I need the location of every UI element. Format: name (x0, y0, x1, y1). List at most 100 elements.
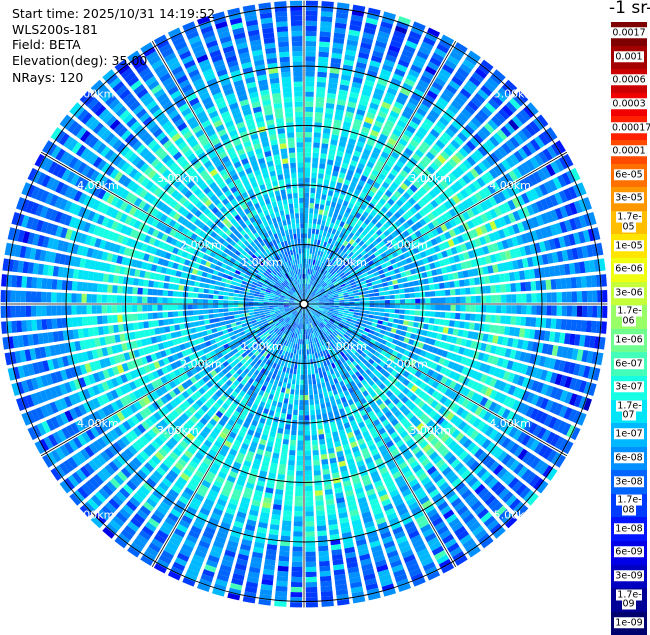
range-gate-cell (591, 275, 597, 287)
range-gate-cell (435, 298, 440, 304)
range-gate-cell (300, 344, 302, 349)
range-gate-cell (318, 214, 322, 220)
range-gate-cell (536, 281, 542, 291)
range-gate-cell (315, 234, 319, 240)
range-gate-cell (316, 373, 320, 379)
range-gate-cell (296, 385, 300, 390)
range-gate-cell (319, 230, 323, 236)
range-gate-cell (319, 209, 324, 215)
range-gate-cell (326, 438, 332, 444)
range-gate-cell (285, 373, 289, 379)
range-gate-cell (276, 433, 282, 439)
range-gate-cell (306, 274, 308, 279)
range-gate-cell (316, 500, 324, 506)
range-gate-cell (439, 319, 445, 325)
range-gate-cell (289, 455, 296, 461)
range-gate-cell (306, 36, 317, 41)
range-gate-cell (284, 500, 292, 506)
range-gate-cell (385, 305, 390, 309)
range-gate-cell (387, 322, 393, 327)
range-gate-cell (557, 306, 562, 316)
range-gate-cell (295, 395, 299, 400)
range-gate-cell (323, 231, 327, 237)
range-gate-cell (306, 562, 317, 567)
range-gate-cell (315, 112, 323, 118)
range-gate-cell (319, 373, 323, 379)
range-gate-cell (324, 423, 330, 429)
range-gate-cell (397, 278, 403, 283)
range-gate-cell (546, 318, 552, 328)
range-gate-cell (318, 429, 324, 435)
range-gate-cell (322, 413, 327, 419)
range-gate-cell (320, 581, 332, 587)
range-gate-cell (304, 365, 307, 370)
range-gate-cell (402, 326, 408, 331)
range-gate-cell (324, 484, 332, 490)
range-gate-cell (289, 373, 293, 379)
range-gate-cell (306, 552, 316, 557)
range-gate-cell (486, 305, 491, 313)
range-gate-cell (314, 465, 321, 471)
range-gate-cell (297, 446, 303, 451)
range-gate-cell (305, 471, 312, 476)
range-gate-cell (404, 288, 410, 293)
range-gate-cell (280, 459, 287, 465)
range-gate-cell (373, 316, 379, 320)
range-gate-cell (314, 363, 317, 369)
range-gate-cell (546, 280, 552, 290)
range-gate-cell (304, 233, 307, 238)
range-gate-cell (276, 586, 288, 592)
range-gate-cell (315, 490, 323, 496)
range-gate-cell (394, 290, 400, 294)
range-gate-cell (321, 454, 328, 460)
range-gate-cell (292, 379, 296, 384)
range-gate-cell (232, 326, 238, 331)
range-gate-cell (396, 329, 402, 334)
range-gate-cell (305, 223, 308, 228)
range-gate-cell (317, 82, 326, 88)
range-gate-cell (302, 334, 303, 339)
range-gate-cell (435, 291, 440, 297)
range-gate-cell (515, 283, 521, 292)
range-gate-cell (313, 450, 319, 456)
range-gate-cell (222, 330, 228, 335)
range-gate-cell (320, 571, 331, 577)
range-gate-cell (304, 228, 307, 233)
range-gate-cell (324, 123, 332, 129)
range-gate-cell (480, 286, 486, 294)
range-gate-cell (344, 311, 349, 314)
range-gate-cell (328, 211, 333, 217)
range-gate-cell (305, 415, 310, 420)
range-gate-cell (324, 479, 332, 485)
range-gate-cell (290, 394, 294, 400)
range-gate-cell (471, 305, 476, 312)
range-gate-cell (389, 314, 395, 318)
range-gate-cell (380, 308, 385, 312)
range-gate-cell (305, 430, 310, 435)
range-gate-cell (323, 372, 327, 378)
range-gate-cell (284, 505, 293, 511)
range-gate-cell (310, 193, 315, 198)
range-gate-cell (305, 385, 309, 390)
range-gate-cell (315, 198, 320, 204)
range-gate-cell (491, 295, 496, 303)
range-gate-cell (385, 309, 390, 313)
range-gate-cell (277, 571, 288, 577)
range-gate-cell (310, 405, 315, 410)
range-gate-cell (273, 396, 278, 402)
range-gate-cell (325, 433, 331, 439)
range-gate-cell (306, 259, 308, 264)
range-gate-cell (380, 300, 385, 303)
range-gate-cell (306, 547, 316, 552)
range-gate-cell (291, 572, 302, 577)
range-gate-cell (440, 305, 445, 311)
range-gate-cell (312, 435, 318, 440)
range-gate-cell (369, 293, 374, 296)
range-gate-cell (434, 319, 440, 325)
range-gate-cell (306, 577, 317, 582)
range-gate-cell (279, 423, 285, 429)
range-gate-cell (304, 355, 306, 360)
range-gate-cell (274, 499, 283, 505)
range-gate-cell (308, 339, 310, 344)
range-gate-cell (311, 239, 314, 244)
